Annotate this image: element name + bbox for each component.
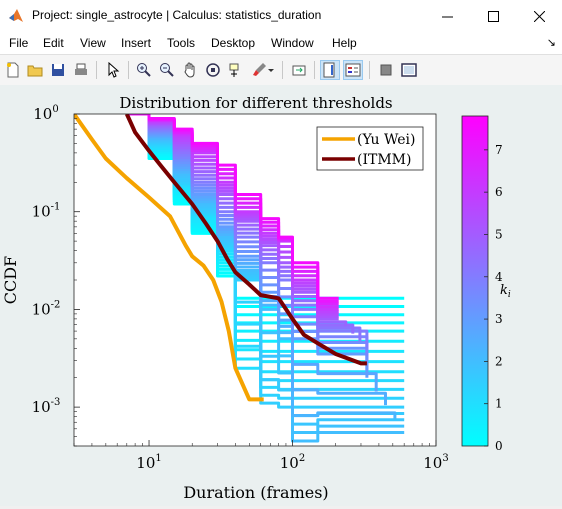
maximize-button[interactable]: [470, 0, 516, 32]
x-tick-label: 101: [136, 453, 161, 472]
y-axis-label: CCDF: [1, 256, 20, 304]
brush-button[interactable]: [249, 60, 269, 80]
colorbar-tick-label: 4: [495, 270, 503, 284]
y-tick-label: 10-1: [32, 202, 61, 221]
hide-plot-tools-icon: [380, 64, 392, 76]
pointer-icon: [108, 62, 120, 78]
data-cursor-button[interactable]: [226, 60, 246, 80]
colorbar[interactable]: [461, 115, 489, 447]
legend-label-yuwei: (Yu Wei): [357, 132, 415, 148]
brush-dropdown[interactable]: [266, 60, 276, 80]
menu-window[interactable]: Window: [271, 36, 314, 50]
rotate-3d-icon: [206, 63, 220, 77]
menu-bar: File Edit View Insert Tools Desktop Wind…: [0, 32, 562, 54]
colorbar-tick-label: 0: [495, 439, 503, 453]
zoom-out-button[interactable]: [157, 60, 177, 80]
y-tick-label: 100: [33, 104, 58, 123]
threshold-curves: [126, 114, 405, 443]
new-figure-icon: [7, 62, 19, 78]
pan-button[interactable]: [180, 60, 200, 80]
menu-view[interactable]: View: [80, 36, 106, 50]
colorbar-icon: [323, 62, 335, 78]
save-button[interactable]: [48, 60, 68, 80]
dock-arrow-icon[interactable]: ↘: [546, 37, 556, 49]
minimize-button[interactable]: [424, 0, 470, 32]
x-axis-label: Duration (frames): [183, 483, 328, 502]
series-itmm[interactable]: [124, 114, 367, 366]
legend-button[interactable]: [343, 60, 363, 80]
link-data-icon: [292, 65, 306, 76]
rotate-3d-button[interactable]: [203, 60, 223, 80]
chevron-down-icon: [268, 69, 274, 72]
colorbar-tick-label: 5: [495, 227, 503, 241]
matlab-icon: [9, 9, 23, 22]
colorbar-tick-label: 3: [495, 312, 503, 326]
colorbar-tick-label: 1: [495, 397, 503, 411]
data-cursor-icon: [229, 63, 239, 77]
link-data-button[interactable]: [289, 60, 309, 80]
colorbar-tick-label: 6: [495, 185, 503, 199]
main-series: [74, 114, 367, 402]
pan-icon: [184, 62, 195, 78]
zoom-in-button[interactable]: [134, 60, 154, 80]
colorbar-label: ki: [500, 283, 511, 300]
menu-edit[interactable]: Edit: [43, 36, 64, 50]
x-tick-label: 103: [423, 453, 448, 472]
open-file-icon: [27, 65, 43, 77]
figure-area: 101 102 103 100 10-1 10-2 10-3 Distribution f…: [0, 85, 562, 506]
toolbar: [0, 54, 562, 86]
close-button[interactable]: [516, 0, 562, 32]
zoom-out-icon: [160, 63, 174, 77]
legend-label-itmm: (ITMM): [357, 152, 411, 168]
zoom-in-icon: [137, 63, 151, 77]
colorbar-tick-label: 2: [495, 354, 503, 368]
minimize-icon: [441, 16, 453, 17]
pointer-button[interactable]: [103, 60, 123, 80]
menu-file[interactable]: File: [9, 36, 29, 50]
save-icon: [52, 64, 64, 76]
colorbar-ticks: 0 1 2 3 4 5 6 7: [484, 143, 503, 453]
threshold-curve[interactable]: [126, 114, 339, 300]
hide-plot-tools-button[interactable]: [376, 60, 396, 80]
legend[interactable]: (Yu Wei) (ITMM): [316, 126, 424, 171]
print-button[interactable]: [71, 60, 91, 80]
legend-icon: [345, 63, 361, 77]
maximize-icon: [487, 10, 499, 22]
menu-help[interactable]: Help: [332, 36, 357, 50]
open-file-button[interactable]: [25, 60, 45, 80]
menu-insert[interactable]: Insert: [121, 36, 152, 50]
close-icon: [533, 10, 545, 22]
new-figure-button[interactable]: [3, 60, 23, 80]
print-icon: [75, 63, 87, 75]
y-axis: 100 10-1 10-2 10-3: [32, 104, 80, 447]
chart-title: Distribution for different thresholds: [119, 94, 392, 112]
y-tick-label: 10-2: [32, 299, 61, 318]
show-plot-tools-icon: [401, 63, 417, 77]
series-yuwei[interactable]: [74, 114, 264, 402]
brush-icon: [253, 63, 266, 76]
y-tick-label: 10-3: [32, 397, 61, 416]
x-tick-label: 102: [280, 453, 305, 472]
colorbar-button[interactable]: [320, 60, 340, 80]
colorbar-tick-label: 7: [495, 143, 503, 157]
title-bar: Project: single_astrocyte | Calculus: st…: [0, 0, 562, 32]
show-plot-tools-button[interactable]: [399, 60, 419, 80]
window-title: Project: single_astrocyte | Calculus: st…: [32, 8, 322, 22]
menu-desktop[interactable]: Desktop: [211, 36, 256, 50]
menu-tools[interactable]: Tools: [167, 36, 196, 50]
